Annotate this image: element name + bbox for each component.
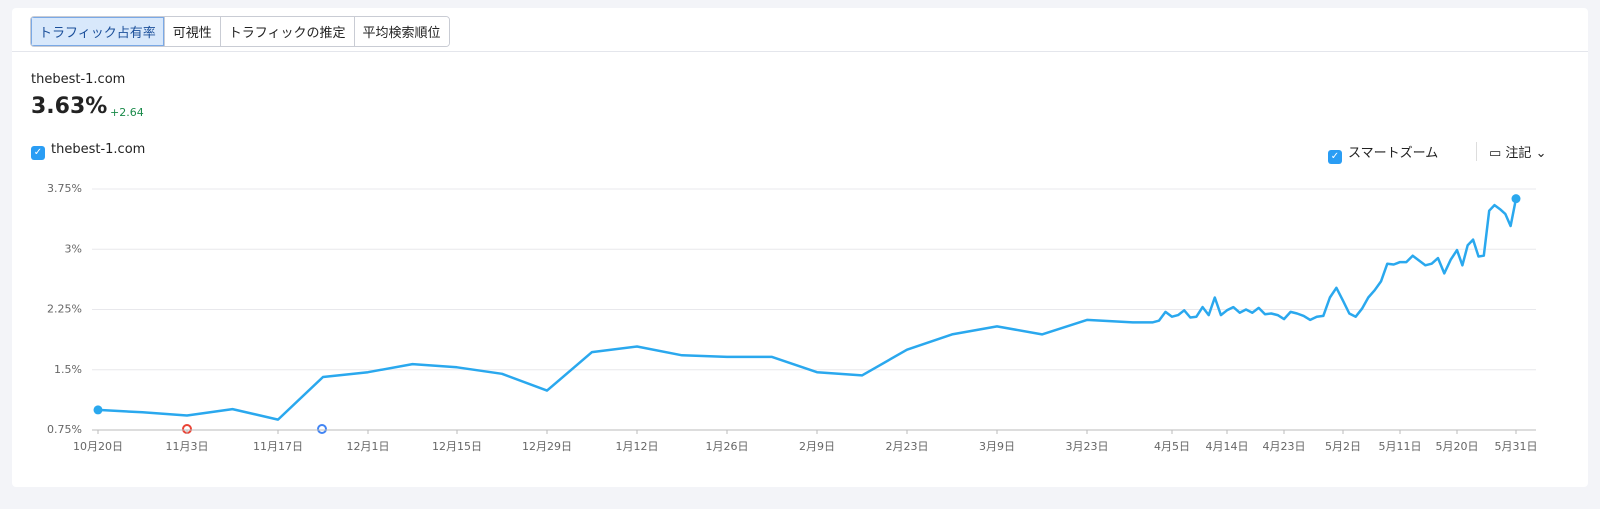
x-tick-label: 12月15日 — [432, 440, 482, 453]
y-tick-label: 3% — [65, 242, 82, 255]
end-point — [93, 405, 103, 415]
x-tick-label: 2月23日 — [886, 440, 929, 453]
metric-value: 3.63% — [31, 94, 108, 119]
x-tick-label: 5月20日 — [1436, 440, 1479, 453]
x-tick-label: 5月11日 — [1379, 440, 1422, 453]
google-icon — [317, 424, 327, 434]
smart-zoom[interactable]: ✓ スマートズーム — [1328, 142, 1438, 164]
line — [97, 198, 1518, 421]
domain: thebest-1.com — [31, 72, 126, 87]
metric-change: +2.64 — [110, 106, 144, 119]
checkbox[interactable]: ✓ — [1328, 150, 1342, 164]
divider — [12, 51, 1588, 52]
tab[interactable]: トラフィック占有率 — [31, 17, 164, 46]
x-tick-label: 5月2日 — [1325, 440, 1361, 453]
notes-button[interactable]: ▭ 注記 ⌄ — [1476, 142, 1546, 161]
tab-bar: トラフィック占有率 可視性 トラフィックの推定 平均検索順位 — [30, 16, 450, 47]
x-tick-label: 4月5日 — [1154, 440, 1190, 453]
tab[interactable]: 平均検索順位 — [353, 17, 449, 46]
x-tick-label: 4月23日 — [1263, 440, 1306, 453]
checkbox[interactable]: ✓ — [31, 146, 45, 160]
y-tick-label: 1.5% — [54, 363, 82, 376]
x-tick-label: 12月29日 — [522, 440, 572, 453]
x-tick-label: 2月9日 — [799, 440, 835, 453]
x-tick-label: 12月1日 — [347, 440, 390, 453]
legend-label: thebest-1.com — [51, 142, 146, 157]
y-tick-label: 3.75% — [47, 182, 82, 195]
card: トラフィック占有率 可視性 トラフィックの推定 平均検索順位 thebest-1… — [12, 8, 1588, 487]
x-tick-label: 3月9日 — [979, 440, 1015, 453]
notes-label: 注記 — [1505, 146, 1532, 161]
x-tick-label: 3月23日 — [1066, 440, 1109, 453]
x-tick-label: 5月31日 — [1495, 440, 1538, 453]
x-tick-label: 11月3日 — [166, 440, 209, 453]
x-tick-label: 10月20日 — [73, 440, 123, 453]
smart-zoom-label: スマートズーム — [1348, 146, 1439, 161]
legend-item[interactable]: ✓ thebest-1.com — [31, 142, 145, 160]
x-tick-label: 4月14日 — [1206, 440, 1249, 453]
y-tick-label: 2.25% — [47, 303, 82, 316]
tab[interactable]: トラフィックの推定 — [219, 17, 354, 46]
x-tick-label: 1月26日 — [706, 440, 749, 453]
x-tick-label: 11月17日 — [253, 440, 303, 453]
tab[interactable]: 可視性 — [163, 17, 220, 46]
x-tick-label: 1月12日 — [616, 440, 659, 453]
y-tick-label: 0.75% — [47, 423, 82, 436]
end-point — [1511, 194, 1521, 204]
